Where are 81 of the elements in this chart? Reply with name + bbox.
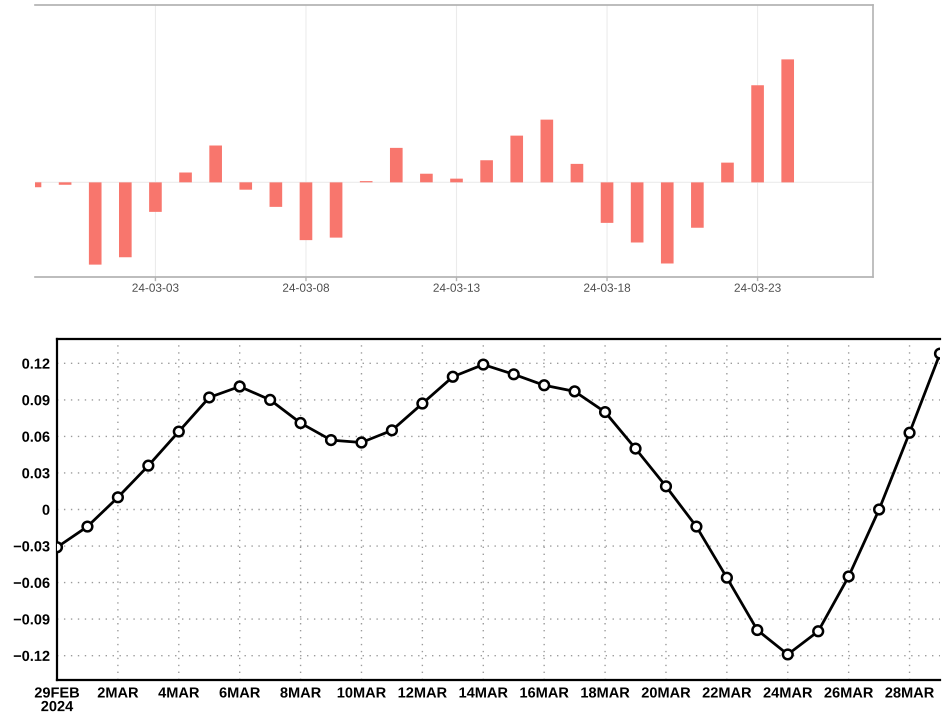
x-tick-label: 22MAR [702,687,752,698]
x-tick-label: 14MAR [459,687,508,698]
bar [420,174,433,182]
bar [600,182,614,223]
point [416,397,428,410]
point [751,624,764,636]
point [660,480,672,492]
bar [480,160,493,182]
bar [58,182,72,185]
bar [149,182,162,212]
bar [330,182,342,238]
point [538,379,550,392]
y-tick-label: −0.09 [14,614,50,625]
point [234,380,246,393]
point [81,520,94,533]
point [294,416,307,430]
point [112,491,124,504]
bar [450,178,463,182]
point [386,424,398,436]
point [324,434,338,446]
point [203,391,216,404]
x-tick-label: 24MAR [764,687,812,698]
bar [570,164,584,182]
y-tick-label: 0.06 [22,432,50,442]
bar [209,145,222,182]
point [842,570,855,583]
y-tick-label: 0.12 [22,358,50,369]
x-tick-label: 24-03-18 [584,284,630,292]
point [355,436,368,449]
bar [300,182,312,240]
point [172,425,185,438]
x-tick-label: 26MAR [824,687,874,698]
bar [751,85,764,182]
x-tick-label: 24-03-03 [132,284,179,292]
y-tick-label: 0.03 [22,468,50,478]
x-tick-label: 18MAR [581,687,630,698]
x-tick-label: 29FEB 2024 [34,687,80,712]
x-tick-label: 6MAR [220,687,260,698]
point [477,358,490,371]
x-tick-label: 16MAR [520,687,569,698]
y-tick-label: 0.09 [22,394,50,406]
x-tick-label: 24-03-23 [734,284,781,292]
bar [510,136,524,182]
y-tick-label: −0.03 [14,541,50,552]
point [782,648,794,661]
bar [179,172,192,182]
y-tick-label: −0.12 [14,650,50,662]
point [812,625,824,638]
point [508,368,520,380]
point [903,426,916,439]
bar [390,148,403,182]
x-tick-label: 20MAR [642,687,690,698]
bar [660,182,674,264]
x-tick-label: 12MAR [398,687,447,698]
bar [691,182,704,228]
point [446,370,459,383]
point [264,394,276,406]
bar [239,182,252,190]
x-tick-label: 28MAR [885,687,934,698]
bar [721,162,734,182]
point [690,520,703,533]
x-tick-label: 24-03-08 [282,284,330,292]
x-tick-label: 24-03-13 [433,284,480,292]
bar [270,182,282,207]
point [142,460,154,472]
point [568,385,581,398]
x-tick-label: 4MAR [158,687,200,698]
bar [540,120,554,182]
bar [88,182,102,265]
y-tick-label: −0.06 [14,578,50,588]
x-tick-label: 10MAR [338,687,386,698]
bar [119,182,132,258]
y-tick-label: 0 [42,504,50,515]
point [872,503,886,516]
point [598,406,612,418]
x-tick-label: 2MAR [98,687,138,698]
x-tick-label: 8MAR [280,687,321,698]
point [629,442,642,455]
bar [630,182,644,243]
bar [781,59,794,182]
point [720,572,733,584]
